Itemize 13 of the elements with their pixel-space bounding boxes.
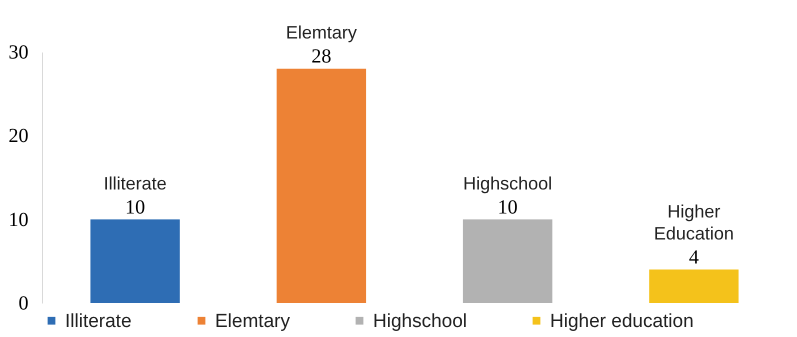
legend-label: Highschool bbox=[373, 310, 467, 332]
y-tick-label: 0 bbox=[18, 292, 28, 314]
data-label: 4 bbox=[688, 246, 699, 269]
legend-label: Illiterate bbox=[65, 310, 132, 332]
legend-label: Elemtary bbox=[215, 310, 290, 332]
y-tick-label: 30 bbox=[8, 42, 28, 64]
data-label: 28 bbox=[311, 46, 332, 68]
data-label: 10 bbox=[498, 196, 518, 218]
y-tick-label: 10 bbox=[8, 208, 28, 231]
legend-label: Higher education bbox=[550, 310, 694, 332]
y-tick-label: 20 bbox=[8, 125, 28, 148]
data-label: 10 bbox=[125, 196, 146, 218]
x-tick-label: Higher Education bbox=[654, 202, 734, 244]
